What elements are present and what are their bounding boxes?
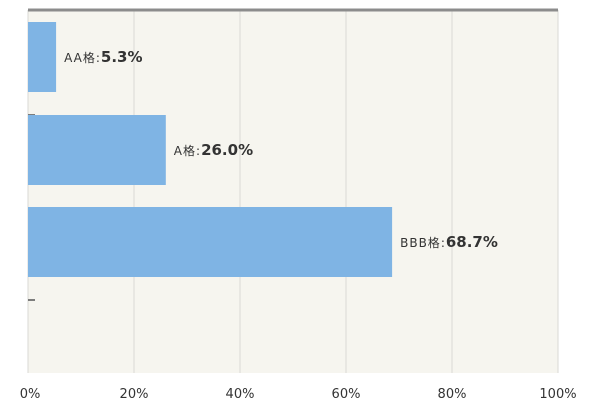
bar: [28, 207, 393, 277]
x-tick-label: 100%: [539, 387, 576, 402]
bar: [28, 115, 166, 185]
x-tick-label: 60%: [332, 387, 361, 402]
value-label: 68.7%: [446, 233, 498, 251]
bar-label: AA格:5.3%: [64, 48, 142, 66]
label-separator: :: [96, 51, 101, 65]
bar-label: A格:26.0%: [174, 141, 253, 159]
x-tick-label: 0%: [20, 387, 41, 402]
bars: [28, 22, 393, 301]
category-label: AA格: [64, 50, 96, 65]
x-axis-tick-labels: 0% 20% 40% 60% 80% 100%: [20, 387, 577, 402]
category-label: A格: [174, 143, 196, 158]
bar-label: BBB格:68.7%: [400, 233, 498, 251]
x-tick-label: 40%: [226, 387, 255, 402]
bar-labels: AA格:5.3%A格:26.0%BBB格:68.7%: [64, 48, 498, 251]
value-label: 5.3%: [101, 48, 143, 66]
bar: [28, 22, 57, 92]
x-tick-label: 20%: [120, 387, 149, 402]
plot-area: [28, 10, 558, 373]
category-label: BBB格: [400, 235, 441, 250]
label-separator: :: [441, 236, 446, 250]
label-separator: :: [196, 144, 201, 158]
x-tick-label: 80%: [438, 387, 467, 402]
value-label: 26.0%: [201, 141, 253, 159]
